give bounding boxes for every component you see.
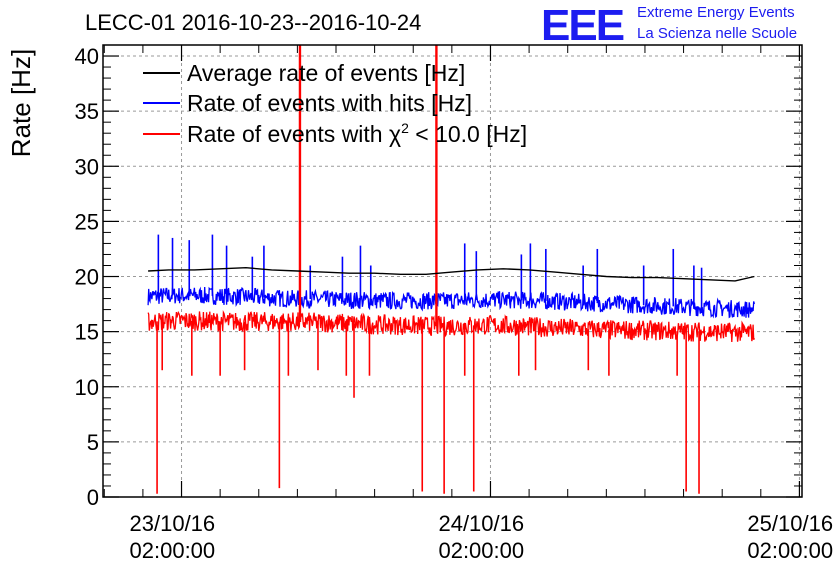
y-tick-label: 40: [75, 44, 99, 69]
y-tick-label: 5: [87, 430, 99, 455]
x-tick-date-label: 25/10/16: [747, 511, 833, 536]
logo-line-2: La Scienza nelle Scuole: [637, 25, 797, 42]
x-tick-time-label: 02:00:00: [747, 538, 833, 563]
legend-label-average: Average rate of events [Hz]: [187, 60, 465, 86]
y-tick-label: 35: [75, 99, 99, 124]
legend-label-hits: Rate of events with hits [Hz]: [187, 90, 472, 116]
y-tick-label: 15: [75, 320, 99, 345]
logo-letters: EEE: [541, 1, 624, 50]
y-tick-label: 10: [75, 375, 99, 400]
y-tick-label: 25: [75, 209, 99, 234]
y-axis-title: Rate [Hz]: [6, 49, 36, 157]
plot-frame: [102, 44, 803, 498]
legend-label-chi2: Rate of events with χ2 < 10.0 [Hz]: [187, 120, 527, 147]
y-tick-label: 20: [75, 265, 99, 290]
x-tick-time-label: 02:00:00: [438, 538, 524, 563]
x-tick-date-label: 24/10/16: [438, 511, 524, 536]
legend: Average rate of events [Hz] Rate of even…: [143, 60, 527, 147]
series-noise-2: [147, 310, 755, 343]
x-tick-time-label: 02:00:00: [130, 538, 216, 563]
x-tick-date-label: 23/10/16: [130, 511, 216, 536]
y-axis: 0 5 10 15 20 25 30 35 40: [75, 44, 802, 510]
x-axis: 23/10/1602:00:0024/10/1602:00:0025/10/16…: [103, 45, 833, 563]
logo-line-1: Extreme Energy Events: [637, 4, 795, 21]
chart-title: LECC-01 2016-10-23--2016-10-24: [85, 10, 421, 35]
series-layer: [147, 45, 756, 494]
series-noise-1: [147, 286, 756, 319]
eee-logo: EEE Extreme Energy Events La Scienza nel…: [541, 1, 797, 50]
series-average-line: [148, 266, 755, 282]
y-tick-label: 0: [87, 485, 99, 510]
y-tick-label: 30: [75, 154, 99, 179]
